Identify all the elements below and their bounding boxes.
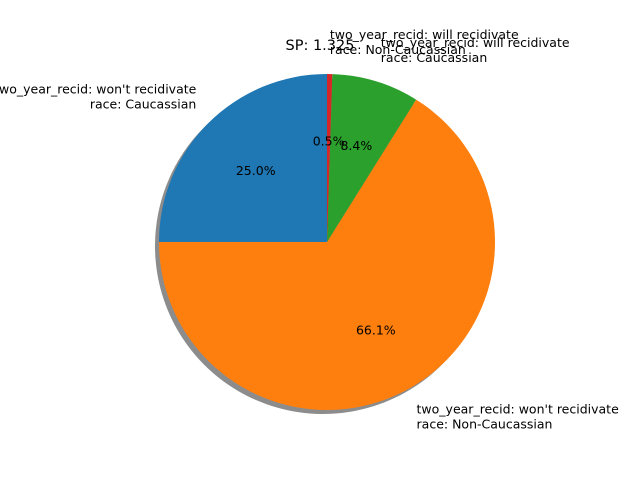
label-line-recid: two_year_recid: won't recidivate bbox=[0, 81, 197, 96]
slice-percent-label: 25.0% bbox=[236, 163, 276, 178]
label-line-recid: two_year_recid: won't recidivate bbox=[417, 402, 620, 417]
pie-slice bbox=[327, 74, 417, 242]
pie-slices bbox=[159, 74, 496, 410]
slice-category-label: two_year_recid: will recidivate race: Non… bbox=[330, 27, 519, 57]
label-line-race: race: Caucassian bbox=[90, 96, 196, 111]
slice-category-label: two_year_recid: won't recidivate race: No… bbox=[417, 402, 620, 432]
slice-percent-label: 66.1% bbox=[356, 323, 396, 338]
slice-percent-label: 0.5% bbox=[313, 134, 345, 149]
pie-slice bbox=[327, 74, 333, 242]
pie-labels: 25.0%two_year_recid: won't recidivate rac… bbox=[0, 27, 619, 431]
label-line-race: race: Non-Caucassian bbox=[330, 42, 466, 57]
slice-category-label: two_year_recid: won't recidivate race: Ca… bbox=[0, 81, 197, 111]
label-line-race: race: Non-Caucassian bbox=[417, 417, 553, 432]
slice-category-label: two_year_recid: will recidivate race: Cau… bbox=[381, 35, 570, 65]
label-line-recid: two_year_recid: will recidivate bbox=[330, 27, 519, 42]
pie-slice bbox=[159, 74, 327, 242]
chart-title: SP: 1.325 bbox=[286, 38, 355, 54]
slice-percent-label: 8.4% bbox=[340, 138, 372, 153]
label-line-race: race: Caucassian bbox=[381, 50, 487, 65]
label-line-recid: two_year_recid: will recidivate bbox=[381, 35, 570, 50]
pie-slice bbox=[159, 99, 496, 410]
